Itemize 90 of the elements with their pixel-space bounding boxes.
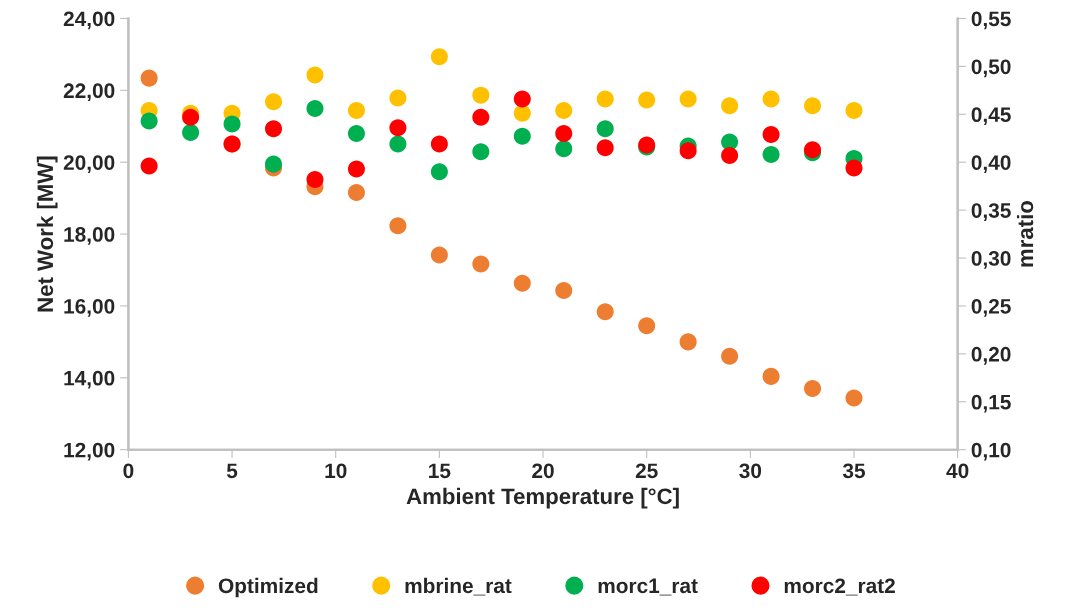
y-tick-label: 14,00 [64, 370, 115, 389]
point [555, 101, 573, 119]
point [306, 170, 324, 188]
point [845, 389, 863, 407]
x-tick-label: 35 [842, 463, 865, 479]
point [472, 143, 490, 161]
point [306, 66, 324, 84]
point [721, 147, 739, 165]
point [513, 274, 531, 292]
point [721, 97, 739, 115]
x-tick-label: 5 [226, 463, 238, 479]
y-tick-label: 24,00 [63, 11, 115, 30]
y2-tick-label: 0,15 [971, 394, 1011, 413]
y2-tick-label: 0,50 [971, 59, 1011, 78]
point [845, 159, 863, 177]
y2-tick-label: 0,10 [971, 442, 1011, 461]
point [762, 367, 780, 385]
point [182, 124, 200, 142]
point [638, 317, 656, 335]
point [555, 281, 573, 299]
point [679, 333, 697, 351]
point [430, 163, 448, 181]
point [762, 90, 780, 108]
point [182, 108, 200, 126]
point [430, 48, 448, 66]
legend-label: morc2_rat2 [784, 578, 895, 596]
y2-tick-label: 0,35 [971, 203, 1011, 221]
point [140, 69, 158, 87]
point [596, 139, 614, 157]
point [389, 135, 407, 153]
point [804, 380, 822, 398]
y2-axis-title: mratio [1016, 200, 1034, 267]
x-axis-title: Ambient Temperature [°C] [406, 487, 679, 509]
point [472, 86, 490, 104]
point [596, 90, 614, 108]
point [596, 303, 614, 321]
point [306, 100, 324, 118]
point [347, 124, 365, 142]
point [389, 217, 407, 235]
x-tick-label: 25 [635, 463, 658, 479]
y-tick-label: 18,00 [64, 227, 115, 245]
legend-label: mbrine_rat [405, 577, 512, 596]
point [638, 91, 656, 109]
x-tick-label: 15 [429, 463, 451, 479]
x-tick-label: 10 [325, 463, 347, 479]
point [762, 125, 780, 143]
y2-tick-label: 0,30 [971, 251, 1011, 269]
point [140, 112, 158, 130]
point [389, 89, 407, 107]
point [347, 101, 365, 119]
point [555, 140, 573, 158]
point [140, 157, 158, 175]
x-tick-label: 20 [532, 463, 554, 479]
point [347, 160, 365, 178]
point [721, 347, 739, 365]
point [596, 120, 614, 138]
y2-tick-label: 0,40 [971, 155, 1011, 173]
point [472, 255, 490, 273]
point [389, 119, 407, 137]
legend-label: Optimized [218, 577, 318, 598]
point [347, 183, 365, 201]
point [430, 246, 448, 264]
point [513, 104, 531, 122]
legend-label: morc1_rat [598, 578, 698, 596]
x-tick-label: 30 [739, 463, 762, 479]
point [804, 97, 822, 115]
point [430, 135, 448, 153]
y-tick-label: 20,00 [63, 155, 115, 173]
point [513, 90, 531, 108]
point [265, 120, 283, 138]
y-tick-label: 12,00 [64, 442, 115, 461]
y2-tick-label: 0,20 [971, 346, 1011, 365]
point [679, 90, 697, 108]
point [265, 155, 283, 173]
y2-tick-label: 0,55 [971, 11, 1011, 30]
y2-tick-label: 0,45 [971, 107, 1011, 126]
point [265, 93, 283, 111]
point [472, 108, 490, 126]
y-tick-label: 22,00 [63, 83, 115, 102]
point [223, 115, 241, 133]
y-axis-title: Net Work [MW] [36, 156, 58, 312]
x-tick-label: 0 [123, 463, 134, 479]
point [513, 127, 531, 145]
y2-tick-label: 0,25 [971, 298, 1011, 317]
y-tick-label: 16,00 [64, 298, 115, 317]
x-tick-label: 40 [946, 463, 969, 479]
point [762, 146, 780, 164]
point [555, 124, 573, 142]
point [679, 142, 697, 160]
point [845, 101, 863, 119]
